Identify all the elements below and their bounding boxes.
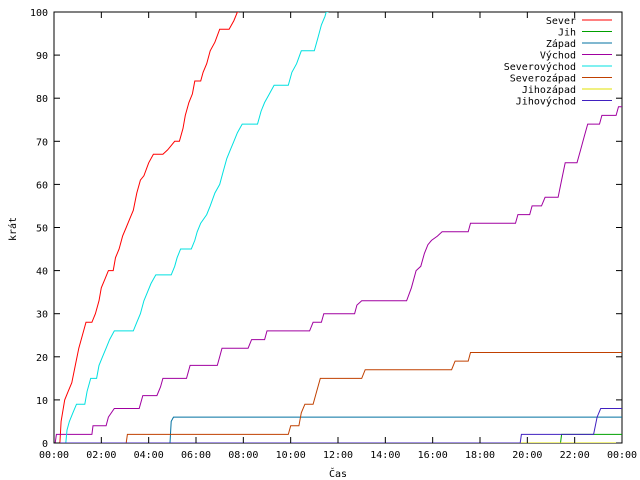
series-layer	[54, 12, 622, 443]
y-tick-label: 20	[36, 353, 48, 364]
legend-label: Severovýchod	[504, 61, 576, 73]
y-tick-label: 60	[36, 180, 48, 191]
legend-label: Západ	[546, 38, 576, 50]
x-tick-label: 06:00	[181, 450, 211, 461]
y-tick-label: 10	[36, 396, 48, 407]
y-tick-label: 90	[36, 51, 48, 62]
x-tick-label: 10:00	[276, 450, 306, 461]
y-tick-label: 0	[42, 439, 48, 450]
y-tick-label: 100	[30, 8, 48, 19]
legend-label: Jihovýchod	[516, 96, 576, 108]
series-line-6	[54, 352, 622, 443]
y-tick-label: 80	[36, 94, 48, 105]
legend: SeverJihZápadVýchodSeverovýchodSeverozáp…	[504, 16, 612, 108]
series-line-4	[54, 106, 622, 443]
legend-label: Jihozápad	[522, 84, 576, 96]
x-tick-label: 02:00	[86, 450, 116, 461]
x-tick-label: 08:00	[228, 450, 258, 461]
x-tick-label: 18:00	[465, 450, 495, 461]
x-axis-label: Čas	[329, 467, 347, 480]
y-axis-label: krát	[7, 217, 19, 241]
legend-label: Jih	[558, 28, 576, 39]
x-tick-label: 16:00	[418, 450, 448, 461]
series-line-1	[54, 12, 239, 443]
y-tick-label: 70	[36, 137, 48, 148]
x-tick-label: 00:00	[607, 450, 637, 461]
series-line-3	[54, 416, 622, 443]
y-tick-label: 30	[36, 310, 48, 321]
legend-label: Severozápad	[510, 73, 576, 85]
legend-label: Východ	[540, 50, 576, 62]
series-line-5	[54, 12, 329, 443]
x-tick-label: 12:00	[323, 450, 353, 461]
x-tick-label: 04:00	[134, 450, 164, 461]
axis-ticks: 0 10 20 30 40 50 60 70 80 90 100 00:00 02:00 04:00 06:…	[30, 8, 637, 461]
legend-label: Sever	[546, 16, 576, 27]
y-tick-label: 40	[36, 267, 48, 278]
series-line-8	[54, 408, 622, 443]
x-tick-label: 14:00	[370, 450, 400, 461]
x-tick-label: 00:00	[39, 450, 69, 461]
x-tick-label: 20:00	[512, 450, 542, 461]
y-tick-label: 50	[36, 224, 48, 235]
x-tick-label: 22:00	[560, 450, 590, 461]
